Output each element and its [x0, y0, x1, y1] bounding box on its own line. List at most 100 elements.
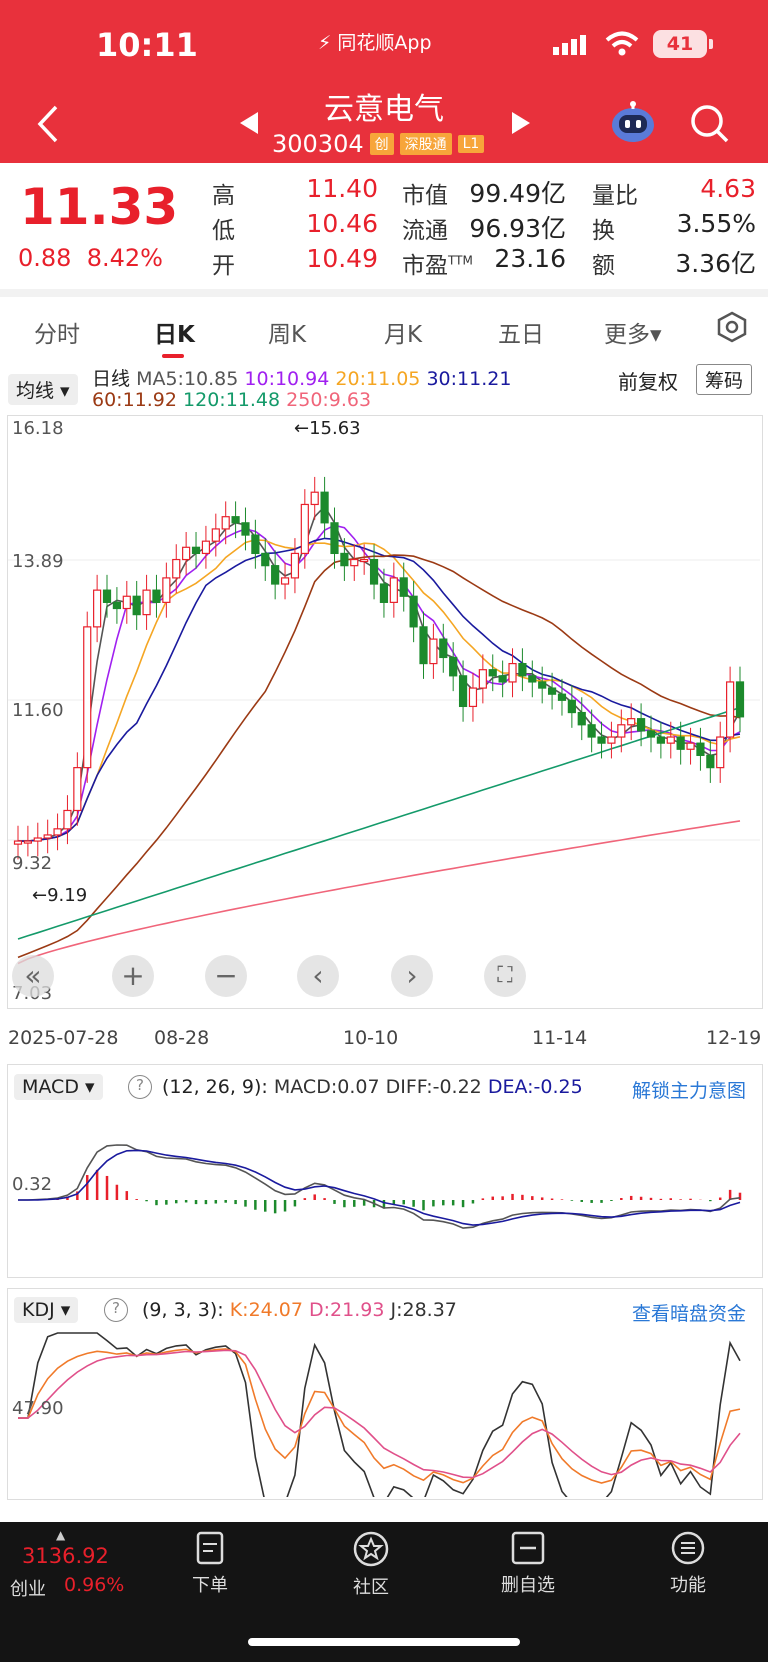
quote-panel [0, 163, 768, 291]
candle-up [716, 736, 725, 769]
candle-down [518, 662, 527, 677]
divider [0, 289, 768, 297]
candle-up [389, 577, 398, 603]
price-change: 0.88 8.42% [18, 244, 163, 272]
search-icon[interactable] [690, 104, 730, 144]
next-stock-icon[interactable] [510, 110, 532, 136]
candle-up [726, 681, 735, 738]
candle-down [419, 626, 428, 665]
period-tabs: 分时 日K 周K 月K 五日 更多▾ [0, 299, 768, 361]
chart-settings-icon[interactable] [716, 311, 748, 343]
turnover-label: 换 [592, 218, 615, 244]
candle-down [488, 669, 497, 677]
tab-five-day[interactable]: 五日 [498, 322, 544, 348]
kline-chart[interactable] [7, 415, 763, 1009]
candle-up [23, 840, 32, 844]
prev-stock-icon[interactable] [238, 110, 260, 136]
tag-chinext: 创 [369, 133, 394, 155]
last-price: 11.33 [20, 178, 179, 236]
ma120-label: 120:11.48 [183, 389, 281, 411]
turnover-value: 3.55% [676, 209, 756, 238]
nav-community[interactable]: 社区 [321, 1530, 421, 1599]
zoom-in-icon[interactable]: + [112, 955, 154, 997]
ma120-line [17, 706, 741, 940]
k-line [18, 1348, 741, 1484]
macd-help-icon[interactable]: ? [128, 1075, 152, 1099]
order-doc-icon [196, 1531, 224, 1565]
low-value: 10.46 [306, 209, 378, 238]
index-value[interactable]: 3136.92 [22, 1544, 109, 1568]
tab-more[interactable]: 更多▾ [604, 322, 662, 348]
candle-up [221, 516, 230, 530]
kdj-y-label: 47.90 [12, 1398, 64, 1419]
candle-down [132, 595, 141, 616]
nav-remove-watchlist[interactable]: 删自选 [478, 1530, 578, 1597]
functions-menu-icon [671, 1531, 705, 1565]
collapse-icon[interactable]: « [12, 955, 54, 997]
candle-up [73, 767, 82, 812]
home-indicator [248, 1638, 520, 1646]
stock-name: 云意电气 [324, 92, 444, 127]
candle-down [369, 558, 379, 585]
mktcap-label: 市值 [402, 183, 448, 209]
dea-line [18, 1149, 741, 1226]
macd-y-label: 0.32 [12, 1174, 53, 1195]
candle-down [498, 675, 507, 683]
low-label: 低 [212, 218, 235, 244]
candle-down [251, 534, 260, 555]
ma60-label: 60:11.92 [92, 389, 177, 411]
ma10-line [18, 524, 741, 842]
candle-up [429, 638, 438, 665]
nav-order[interactable]: 下单 [160, 1530, 260, 1597]
candle-down [241, 522, 250, 536]
back-icon[interactable] [36, 104, 60, 144]
tab-monthly-k[interactable]: 月K [384, 322, 423, 348]
zoom-out-icon[interactable]: − [205, 955, 247, 997]
community-star-icon [353, 1531, 389, 1567]
scroll-right-icon[interactable]: › [391, 955, 433, 997]
chips-button[interactable]: 筹码 [696, 364, 753, 395]
candle-up [607, 736, 616, 744]
kdj-legend: (9, 3, 3): K:24.07 D:21.93 J:28.37 [142, 1299, 457, 1321]
tab-daily-k[interactable]: 日K [154, 322, 195, 348]
candle-down [340, 552, 349, 567]
candle-down [567, 699, 576, 714]
candle-up [290, 552, 300, 579]
kdj-help-icon[interactable]: ? [104, 1298, 128, 1322]
j-line [18, 1332, 741, 1497]
candle-down [271, 565, 280, 585]
dark-pool-link[interactable]: 查看暗盘资金 [632, 1303, 747, 1325]
candle-down [330, 522, 339, 555]
ma30-label: 30:11.21 [426, 368, 512, 390]
fullscreen-icon[interactable]: ⛶ [484, 955, 526, 997]
macd-select[interactable]: MACD ▾ [14, 1074, 103, 1100]
candle-down [152, 589, 161, 603]
nav-functions[interactable]: 功能 [638, 1530, 738, 1597]
candle-down [597, 736, 606, 744]
wifi-icon [605, 31, 639, 56]
app-source: ⚡ 同花顺App [318, 32, 432, 54]
tag-level: L1 [457, 135, 485, 153]
adjust-mode[interactable]: 前复权 [618, 370, 678, 394]
macd-svg [18, 1144, 742, 1229]
macd-legend: (12, 26, 9): MACD:0.07 DIFF:-0.22 DEA:-0… [162, 1076, 583, 1098]
ma-legend-row-1: 日线 MA5:10.85 10:10.94 20:11.05 30:11.21 [92, 364, 511, 391]
scroll-left-icon[interactable]: ‹ [297, 955, 339, 997]
kdj-select[interactable]: KDJ ▾ [14, 1297, 79, 1323]
tab-weekly-k[interactable]: 周K [268, 322, 307, 348]
candle-up [13, 840, 23, 845]
float-label: 流通 [402, 218, 448, 244]
kline-svg[interactable] [8, 416, 760, 1006]
unlock-main-intent-link[interactable]: 解锁主力意图 [632, 1080, 747, 1102]
robot-assistant-icon[interactable] [610, 100, 656, 144]
candle-up [211, 528, 220, 542]
ma20-label: 20:11.05 [335, 368, 421, 390]
candle-down [557, 693, 567, 701]
header: 10:11 ⚡ 同花顺App 41 云意电气 300304 创 深股通 L1 [0, 0, 768, 163]
open-value: 10.49 [306, 244, 378, 273]
ma-select[interactable]: 均线 ▾ [8, 374, 78, 405]
tab-intraday[interactable]: 分时 [34, 322, 80, 348]
candle-up [201, 540, 211, 555]
candle-down [636, 718, 646, 732]
min-price-label: ←9.19 [32, 885, 88, 906]
